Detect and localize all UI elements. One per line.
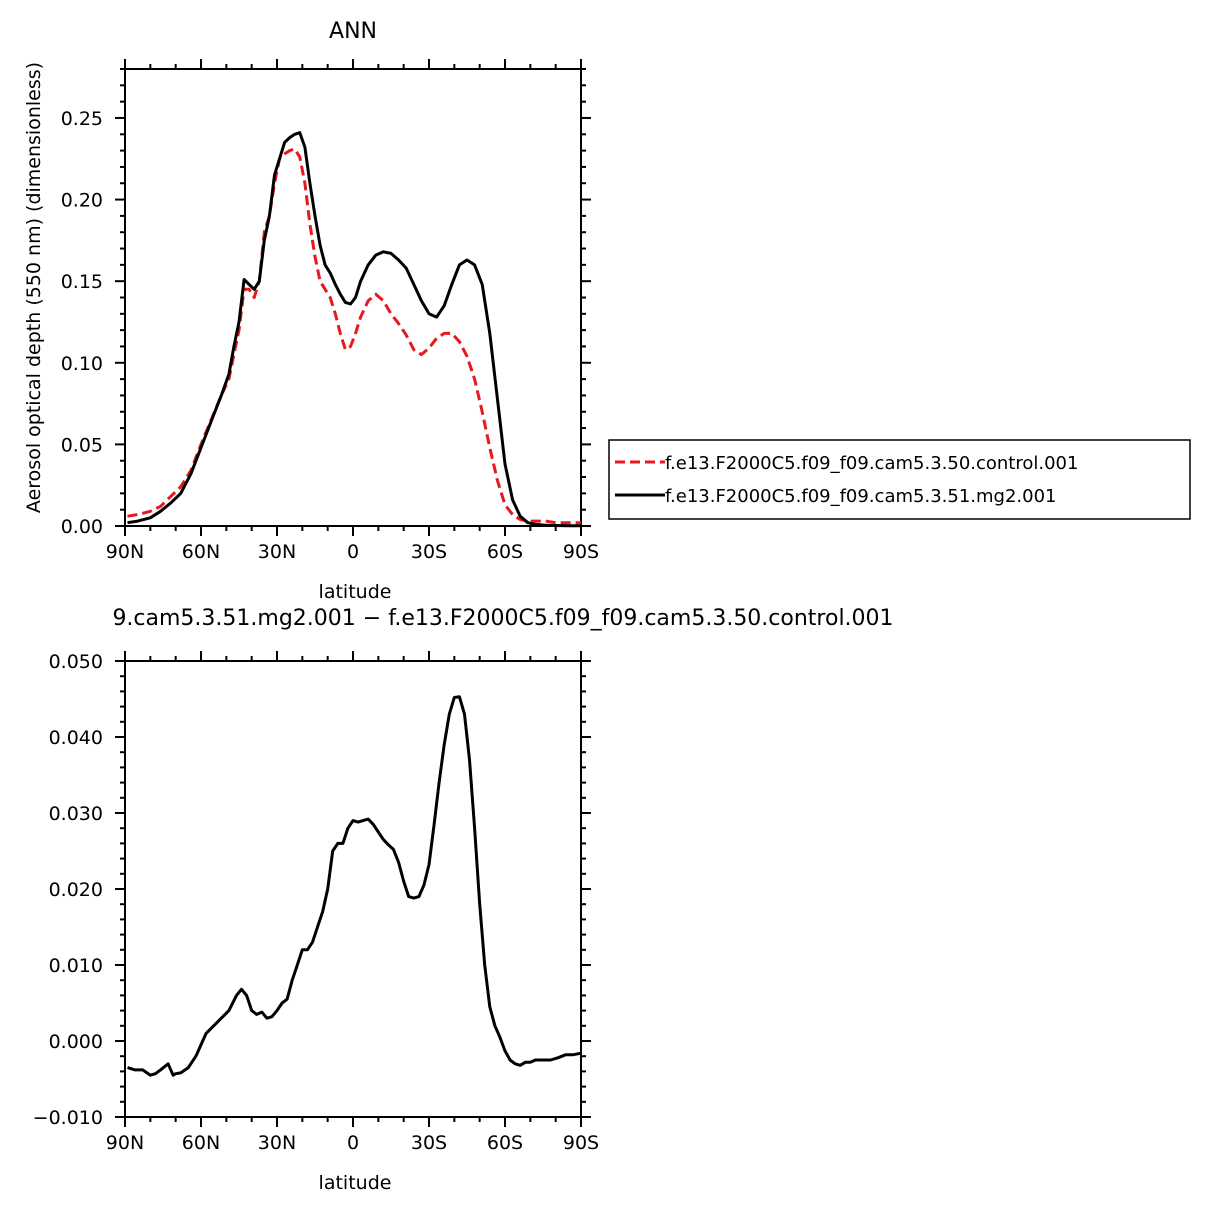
x-axis-label: latitude <box>319 581 392 603</box>
y-tick-label: 0.040 <box>49 727 103 749</box>
legend-entry: f.e13.F2000C5.f09_f09.cam5.3.51.mg2.001 <box>665 486 1056 507</box>
x-tick-label: 60N <box>182 541 220 563</box>
plot-frame <box>124 660 582 1118</box>
chart-title: 9.cam5.3.51.mg2.001 − f.e13.F2000C5.f09_… <box>112 606 893 631</box>
plot-frame <box>124 68 582 527</box>
x-tick-label: 90N <box>106 1132 144 1154</box>
x-tick-label: 90N <box>106 541 144 563</box>
y-tick-label: −0.010 <box>33 1107 103 1129</box>
x-tick-label: 0 <box>347 541 359 563</box>
y-tick-label: 0.00 <box>61 516 103 538</box>
x-tick-label: 30N <box>258 1132 296 1154</box>
x-tick-label: 30S <box>411 541 447 563</box>
y-tick-label: 0.010 <box>49 955 103 977</box>
series-line <box>127 131 581 528</box>
x-tick-label: 90S <box>563 541 599 563</box>
bottom-chart-panel: 9.cam5.3.51.mg2.001 − f.e13.F2000C5.f09_… <box>33 606 894 1194</box>
y-tick-label: 0.050 <box>49 651 103 673</box>
y-tick-label: 0.10 <box>61 353 103 375</box>
x-tick-label: 0 <box>347 1132 359 1154</box>
series-line <box>127 147 581 525</box>
x-tick-label: 30N <box>258 541 296 563</box>
y-tick-label: 0.030 <box>49 803 103 825</box>
x-tick-label: 60S <box>487 1132 523 1154</box>
y-tick-label: 0.05 <box>61 434 103 456</box>
y-tick-label: 0.15 <box>61 271 103 293</box>
y-axis-label: Aerosol optical depth (550 nm) (dimensio… <box>23 62 45 513</box>
x-axis-label: latitude <box>319 1172 392 1194</box>
y-tick-label: 0.020 <box>49 879 103 901</box>
legend-entry: f.e13.F2000C5.f09_f09.cam5.3.50.control.… <box>665 453 1078 474</box>
y-tick-label: 0.20 <box>61 190 103 212</box>
top-chart-panel: ANN 90N 60N 30N 0 30S 60S 90S 0.00 0.05 0.10 0.15 0.… <box>23 19 1191 603</box>
y-tick-label: 0.000 <box>49 1031 103 1053</box>
y-tick-label: 0.25 <box>61 108 103 130</box>
x-tick-label: 90S <box>563 1132 599 1154</box>
x-tick-label: 60N <box>182 1132 220 1154</box>
x-tick-label: 60S <box>487 541 523 563</box>
series-line <box>127 695 582 1077</box>
legend-box <box>608 439 1191 520</box>
chart-title: ANN <box>329 19 377 44</box>
x-tick-label: 30S <box>411 1132 447 1154</box>
